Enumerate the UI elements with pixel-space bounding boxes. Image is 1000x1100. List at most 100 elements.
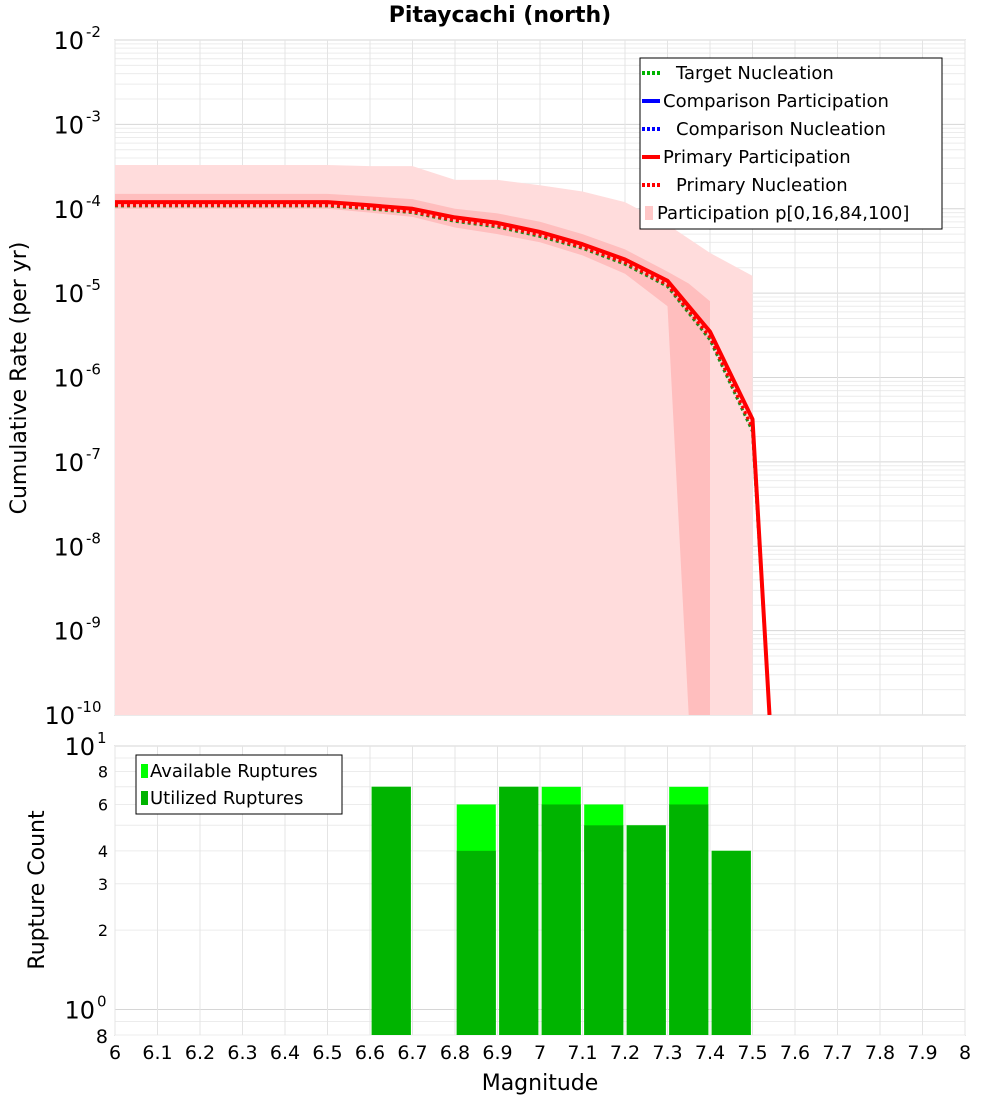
y-tick-minor: 4: [98, 842, 108, 861]
legend-label: Target Nucleation: [675, 63, 834, 84]
x-tick-label: 7.7: [822, 1042, 852, 1064]
x-tick-label: 6.3: [227, 1042, 257, 1064]
series-line-primary-participation: [115, 200, 772, 715]
legend-item: Primary Participation: [642, 147, 851, 168]
y-tick-label: 10 -8: [53, 529, 101, 561]
y-tick-exponent: -6: [86, 361, 101, 379]
legend-item: Target Nucleation: [642, 63, 834, 84]
bar-utilized: [499, 786, 539, 1035]
y-tick-label: 10 -4: [53, 192, 101, 224]
x-axis-label: Magnitude: [482, 1071, 599, 1096]
bar-utilized: [584, 825, 624, 1035]
y-tick-label: 10 -3: [53, 107, 101, 139]
top-lines: [115, 200, 772, 715]
y-tick-exponent: -7: [86, 445, 101, 463]
y-tick-base: 10: [53, 533, 84, 561]
bottom-legend-box: [135, 754, 343, 815]
y-tick-minor: 3: [98, 875, 108, 894]
y-tick-label: 10 -6: [53, 361, 101, 393]
legend-item: Available Ruptures: [141, 761, 318, 782]
legend-swatch: [141, 764, 148, 778]
y-tick-label: 10 -7: [53, 445, 101, 477]
x-tick-label: 6.6: [355, 1042, 385, 1064]
x-tick-label: 8: [959, 1042, 971, 1064]
y-tick-base: 10: [53, 196, 84, 224]
legend-label: Available Ruptures: [150, 761, 318, 782]
y-tick-base: 10: [53, 280, 84, 308]
legend-item: Participation p[0,16,84,100]: [645, 203, 909, 224]
top-bands: [115, 165, 753, 715]
y-tick-minor: 2: [98, 921, 108, 940]
bottom-x-ticks: 6 6.1 6.2 6.3 6.4 6.5 6.6 6.7 6.8 6.9 7 7.1 7.2 7.3 7.…: [109, 1042, 971, 1064]
y-tick-exponent: -3: [86, 107, 101, 125]
y-tick-label: 10 0: [64, 992, 106, 1024]
y-tick-base: 10: [53, 365, 84, 393]
legend-item: Comparison Nucleation: [642, 119, 886, 140]
legend-label: Comparison Nucleation: [676, 119, 886, 140]
bar-utilized: [626, 825, 666, 1035]
legend-item: Comparison Participation: [642, 91, 889, 112]
x-tick-label: 7.9: [907, 1042, 937, 1064]
legend-label: Primary Nucleation: [676, 175, 848, 196]
x-tick-label: 7.8: [865, 1042, 895, 1064]
y-tick-exponent: -10: [77, 698, 102, 716]
legend-label: Primary Participation: [663, 147, 851, 168]
y-tick-label: 10 -9: [53, 614, 101, 646]
y-tick-base: 10: [53, 111, 84, 139]
legend-item: Primary Nucleation: [642, 175, 848, 196]
y-tick-exponent: -4: [86, 192, 101, 210]
y-tick-exponent: 0: [97, 992, 107, 1010]
x-tick-label: 6.4: [270, 1042, 300, 1064]
x-tick-label: 6.7: [397, 1042, 427, 1064]
y-tick-label: 10 1: [64, 729, 106, 761]
legend-swatch: [645, 206, 653, 220]
legend-swatch: [141, 791, 148, 805]
x-tick-label: 7.3: [652, 1042, 682, 1064]
x-tick-label: 6.5: [312, 1042, 342, 1064]
top-legend-box: [639, 57, 943, 230]
x-tick-label: 7.2: [610, 1042, 640, 1064]
x-tick-label: 6.1: [142, 1042, 172, 1064]
bar-utilized: [711, 850, 751, 1035]
y-tick-label: 10 -10: [44, 698, 101, 730]
x-tick-label: 6.8: [440, 1042, 470, 1064]
chart-title: Pitaycachi (north): [389, 3, 611, 28]
bar-utilized: [541, 804, 581, 1035]
y-tick-base: 10: [53, 449, 84, 477]
bar-utilized: [669, 804, 709, 1035]
top-legend: Target Nucleation Comparison Participatio…: [639, 57, 943, 230]
legend-label: Participation p[0,16,84,100]: [657, 203, 909, 224]
x-tick-label: 7.5: [737, 1042, 767, 1064]
y-tick-base: 10: [53, 618, 84, 646]
legend-label: Utilized Ruptures: [150, 788, 303, 809]
y-tick-base: 10: [44, 702, 75, 730]
y-tick-exponent: -2: [86, 23, 101, 41]
y-tick-base: 10: [64, 733, 95, 761]
y-tick-label: 8: [96, 1026, 108, 1048]
y-tick-minor: 8: [98, 763, 108, 782]
y-tick-exponent: -5: [86, 276, 101, 294]
bar-utilized: [371, 786, 411, 1035]
legend-label: Comparison Participation: [663, 91, 889, 112]
bar-utilized: [456, 850, 496, 1035]
y-tick-bottom: 8: [96, 1026, 108, 1048]
y-tick-base: 10: [64, 996, 95, 1024]
y-tick-label: 10 -5: [53, 276, 101, 308]
x-tick-label: 6.9: [482, 1042, 512, 1064]
bottom-y-axis-label: Rupture Count: [25, 810, 50, 970]
top-y-axis-label: Cumulative Rate (per yr): [7, 242, 32, 515]
x-tick-label: 7.6: [780, 1042, 810, 1064]
y-tick-exponent: -8: [86, 529, 101, 547]
y-tick-base: 10: [53, 27, 84, 55]
top-y-ticks: 10-210-310-410-510-610-710-810-910-10: [44, 23, 101, 730]
x-tick-label: 7.4: [695, 1042, 725, 1064]
bottom-legend: Available Ruptures Utilized Ruptures: [135, 754, 343, 815]
y-tick-label: 10 -2: [53, 23, 101, 55]
x-tick-label: 6.2: [185, 1042, 215, 1064]
legend-item: Utilized Ruptures: [141, 788, 303, 809]
x-tick-label: 6: [109, 1042, 121, 1064]
y-tick-exponent: -9: [86, 614, 101, 632]
